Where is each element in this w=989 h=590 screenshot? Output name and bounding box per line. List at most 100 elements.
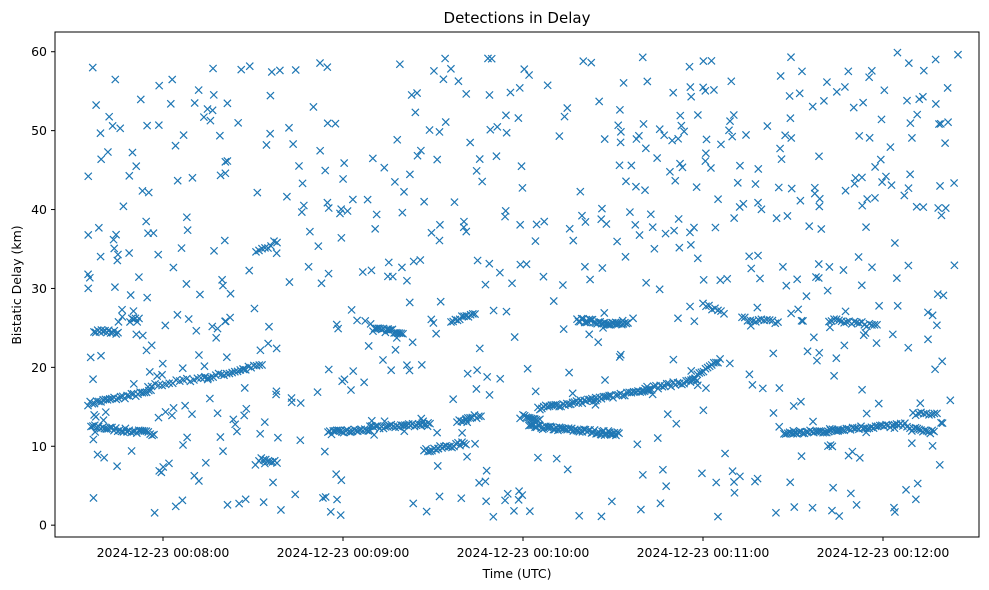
data-point [332,320,341,329]
data-point [916,399,925,408]
data-point [142,217,151,226]
data-point [496,374,505,383]
data-point [337,476,346,485]
data-point [515,83,524,92]
data-point [678,163,687,172]
data-point [183,433,192,442]
data-point [565,368,574,377]
data-point [110,283,119,292]
data-point [776,144,785,153]
x-axis-label: Time (UTC) [481,566,551,581]
data-point [633,440,642,449]
data-point [97,155,106,164]
data-point [814,273,823,283]
data-point [522,260,531,269]
y-tick-label: 60 [31,44,47,59]
data-point [367,416,376,425]
data-point [501,206,510,215]
data-point [543,81,552,90]
data-point [928,441,937,450]
data-point [154,381,163,390]
data-point [904,59,913,68]
data-point [934,203,943,212]
data-point [383,272,392,281]
data-point [349,367,358,376]
data-point [416,420,425,429]
data-point [245,266,254,275]
data-point [699,83,708,92]
data-point [333,495,342,504]
data-point [707,56,716,65]
data-point [846,489,855,498]
data-point [931,365,940,374]
plot-frame [54,31,980,538]
data-point [531,387,540,396]
data-point [433,461,442,470]
data-point [184,315,193,324]
data-point [127,446,136,455]
data-point [642,278,651,287]
data-point [750,477,760,486]
data-point [702,135,711,144]
data-point [208,322,217,331]
data-point [839,266,848,275]
data-point [91,412,100,421]
data-point [96,129,105,138]
data-point [416,255,425,265]
data-point [876,155,885,164]
data-point [781,131,790,140]
data-point [840,341,849,350]
data-point [874,399,883,408]
data-point [643,382,652,391]
data-point [670,226,679,235]
data-point [599,323,608,332]
data-point [919,203,928,212]
data-point [259,498,268,507]
data-point [796,397,805,406]
data-point [294,161,304,171]
data-point [621,177,630,186]
data-point [514,114,523,123]
data-point [409,257,418,266]
data-point [771,508,780,517]
data-point [875,301,884,310]
data-point [809,333,818,342]
data-point [857,281,866,290]
data-point [797,452,806,461]
data-point [194,476,203,485]
data-point [580,262,589,271]
data-point [483,54,493,63]
data-point [923,335,933,344]
data-point [613,237,622,246]
data-point [323,198,332,207]
data-point [712,478,721,487]
data-point [560,112,569,121]
data-point [463,418,472,427]
data-point [787,184,796,193]
data-point [674,214,683,224]
data-point [361,316,370,325]
data-point [272,249,281,258]
data-point [849,103,858,112]
data-point [154,121,163,130]
data-point [701,384,710,393]
data-point [84,270,93,279]
data-point [832,315,841,324]
data-point [481,477,490,486]
data-point [729,111,738,120]
data-point [946,396,955,405]
data-point [943,83,952,92]
data-point [516,414,525,423]
data-point [220,236,229,245]
data-point [787,133,796,143]
data-point [934,120,944,129]
data-point [260,418,269,427]
data-point [398,208,407,217]
data-point [693,381,702,390]
data-point [472,166,481,175]
data-point [113,328,123,337]
data-point [155,81,164,90]
data-point [285,278,294,287]
data-point [551,400,560,409]
data-point [723,274,732,283]
